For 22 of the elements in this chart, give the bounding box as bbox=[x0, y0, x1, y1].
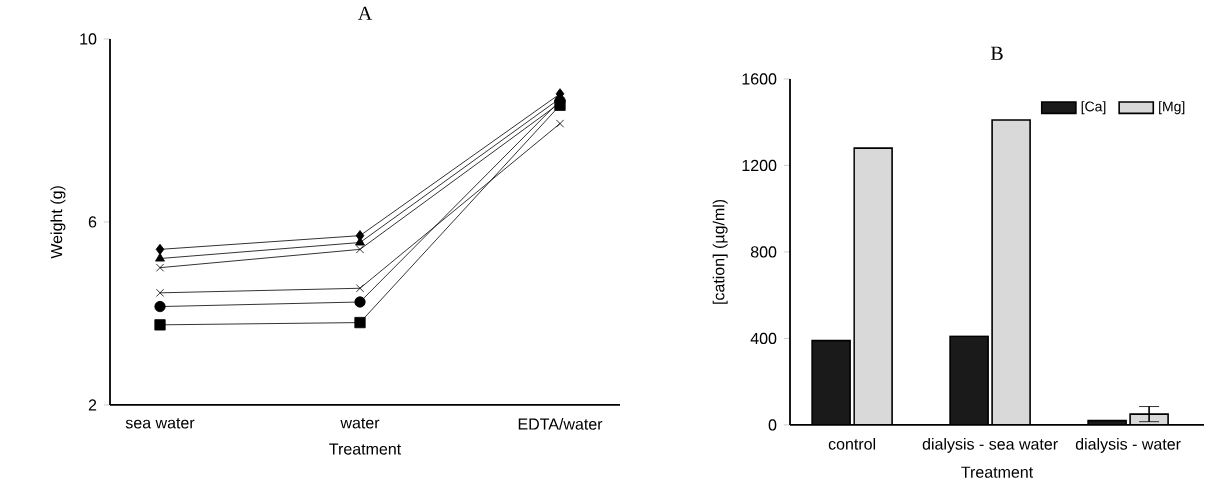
x-tick-label: EDTA/water bbox=[518, 418, 603, 430]
x-tick-label: water bbox=[340, 418, 380, 429]
y-tick-label: 6 bbox=[88, 216, 97, 228]
x-tick-label: dialysis - water bbox=[1075, 438, 1181, 453]
x-axis-title: Treatment bbox=[961, 466, 1034, 478]
x-tick-label: control bbox=[828, 438, 876, 450]
x-axis-title: Treatment bbox=[329, 443, 402, 455]
y-tick-label: 10 bbox=[80, 33, 97, 45]
y-tick-label: 1200 bbox=[742, 159, 777, 172]
x-tick-label: dialysis - sea water bbox=[922, 438, 1058, 453]
y-tick-label: 400 bbox=[750, 332, 777, 345]
y-tick-label: 2 bbox=[88, 399, 97, 411]
y-tick-label: 1600 bbox=[742, 73, 777, 85]
chart-title: A bbox=[357, 6, 373, 20]
y-axis-title: Weight (g) bbox=[50, 186, 66, 259]
legend-label: [Ca] bbox=[1081, 101, 1106, 115]
legend-label: [Mg] bbox=[1159, 101, 1185, 115]
x-tick-label: sea water bbox=[125, 418, 195, 429]
y-axis-title: [cation] (µg/ml) bbox=[712, 199, 728, 304]
chart-title: B bbox=[990, 46, 1003, 60]
y-tick-label: 800 bbox=[750, 246, 777, 258]
y-tick-label: 0 bbox=[768, 419, 777, 431]
